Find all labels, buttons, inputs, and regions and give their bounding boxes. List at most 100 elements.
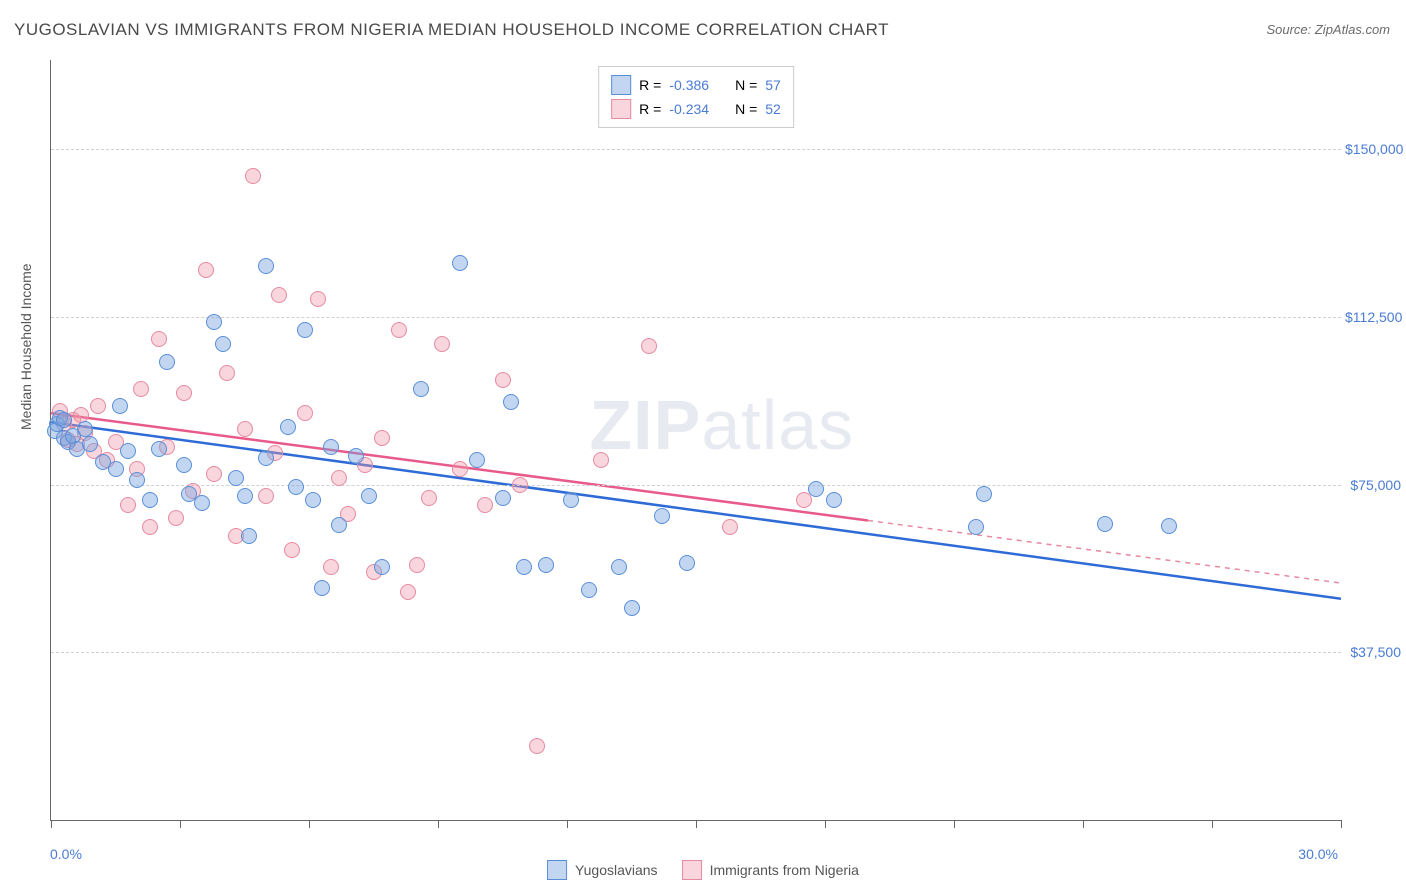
scatter-point-blue (215, 336, 231, 352)
scatter-point-pink (391, 322, 407, 338)
scatter-point-pink (421, 490, 437, 506)
r-label: R = (639, 101, 661, 117)
scatter-point-pink (120, 497, 136, 513)
plot-area: ZIPatlas R = -0.386 N = 57 R = -0.234 N … (50, 60, 1341, 821)
scatter-point-blue (237, 488, 253, 504)
scatter-point-blue (241, 528, 257, 544)
scatter-point-blue (314, 580, 330, 596)
legend-row-blue: R = -0.386 N = 57 (611, 73, 781, 97)
ytick-label: $150,000 (1345, 141, 1401, 157)
scatter-point-blue (495, 490, 511, 506)
n-value-blue: 57 (765, 77, 781, 93)
legend-row-pink: R = -0.234 N = 52 (611, 97, 781, 121)
scatter-point-blue (374, 559, 390, 575)
scatter-point-blue (280, 419, 296, 435)
scatter-point-pink (434, 336, 450, 352)
scatter-point-blue (516, 559, 532, 575)
scatter-point-pink (258, 488, 274, 504)
scatter-point-blue (538, 557, 554, 573)
scatter-point-pink (452, 461, 468, 477)
scatter-point-blue (323, 439, 339, 455)
scatter-point-blue (348, 448, 364, 464)
scatter-point-blue (503, 394, 519, 410)
yaxis-title: Median Household Income (18, 263, 34, 430)
scatter-point-blue (331, 517, 347, 533)
scatter-point-blue (258, 450, 274, 466)
scatter-point-pink (512, 477, 528, 493)
n-label: N = (735, 101, 757, 117)
scatter-point-pink (495, 372, 511, 388)
xtick (180, 820, 181, 828)
scatter-point-pink (593, 452, 609, 468)
xtick (825, 820, 826, 828)
scatter-point-blue (654, 508, 670, 524)
swatch-blue (611, 75, 631, 95)
series-label-pink: Immigrants from Nigeria (710, 862, 859, 878)
scatter-point-blue (826, 492, 842, 508)
n-value-pink: 52 (765, 101, 781, 117)
scatter-point-pink (477, 497, 493, 513)
scatter-point-pink (168, 510, 184, 526)
scatter-point-pink (219, 365, 235, 381)
scatter-point-blue (297, 322, 313, 338)
scatter-point-pink (297, 405, 313, 421)
scatter-point-pink (90, 398, 106, 414)
scatter-point-blue (469, 452, 485, 468)
legend-series: Yugoslavians Immigrants from Nigeria (547, 860, 859, 880)
xaxis-min-label: 0.0% (50, 846, 82, 862)
scatter-point-blue (194, 495, 210, 511)
xtick (954, 820, 955, 828)
scatter-point-blue (112, 398, 128, 414)
scatter-point-blue (108, 461, 124, 477)
scatter-point-blue (808, 481, 824, 497)
watermark-strong: ZIP (589, 386, 701, 464)
xtick (438, 820, 439, 828)
scatter-point-blue (288, 479, 304, 495)
ytick-label: $112,500 (1345, 309, 1401, 325)
scatter-point-blue (581, 582, 597, 598)
scatter-point-pink (796, 492, 812, 508)
scatter-point-pink (245, 168, 261, 184)
scatter-point-blue (305, 492, 321, 508)
scatter-point-pink (529, 738, 545, 754)
xtick (51, 820, 52, 828)
scatter-point-pink (198, 262, 214, 278)
xtick (1083, 820, 1084, 828)
scatter-point-blue (258, 258, 274, 274)
gridline (51, 149, 1341, 150)
chart-title: YUGOSLAVIAN VS IMMIGRANTS FROM NIGERIA M… (14, 20, 889, 40)
chart-container: YUGOSLAVIAN VS IMMIGRANTS FROM NIGERIA M… (0, 0, 1406, 892)
xtick (1341, 820, 1342, 828)
xtick (1212, 820, 1213, 828)
xtick (567, 820, 568, 828)
scatter-point-blue (159, 354, 175, 370)
scatter-point-blue (968, 519, 984, 535)
trend-line (51, 422, 1341, 599)
scatter-point-blue (120, 443, 136, 459)
gridline (51, 485, 1341, 486)
source-label: Source: ZipAtlas.com (1266, 22, 1390, 37)
scatter-point-pink (206, 466, 222, 482)
swatch-pink (682, 860, 702, 880)
r-value-pink: -0.234 (669, 101, 709, 117)
scatter-point-pink (409, 557, 425, 573)
swatch-pink (611, 99, 631, 119)
scatter-point-pink (641, 338, 657, 354)
scatter-point-blue (611, 559, 627, 575)
gridline (51, 652, 1341, 653)
scatter-point-blue (206, 314, 222, 330)
scatter-point-blue (413, 381, 429, 397)
xtick (309, 820, 310, 828)
series-label-blue: Yugoslavians (575, 862, 658, 878)
scatter-point-blue (56, 412, 72, 428)
watermark: ZIPatlas (589, 385, 854, 465)
legend-item-pink: Immigrants from Nigeria (682, 860, 859, 880)
scatter-point-blue (624, 600, 640, 616)
r-value-blue: -0.386 (669, 77, 709, 93)
scatter-point-blue (129, 472, 145, 488)
scatter-point-pink (176, 385, 192, 401)
swatch-blue (547, 860, 567, 880)
scatter-point-pink (722, 519, 738, 535)
watermark-light: atlas (701, 386, 854, 464)
scatter-point-pink (142, 519, 158, 535)
